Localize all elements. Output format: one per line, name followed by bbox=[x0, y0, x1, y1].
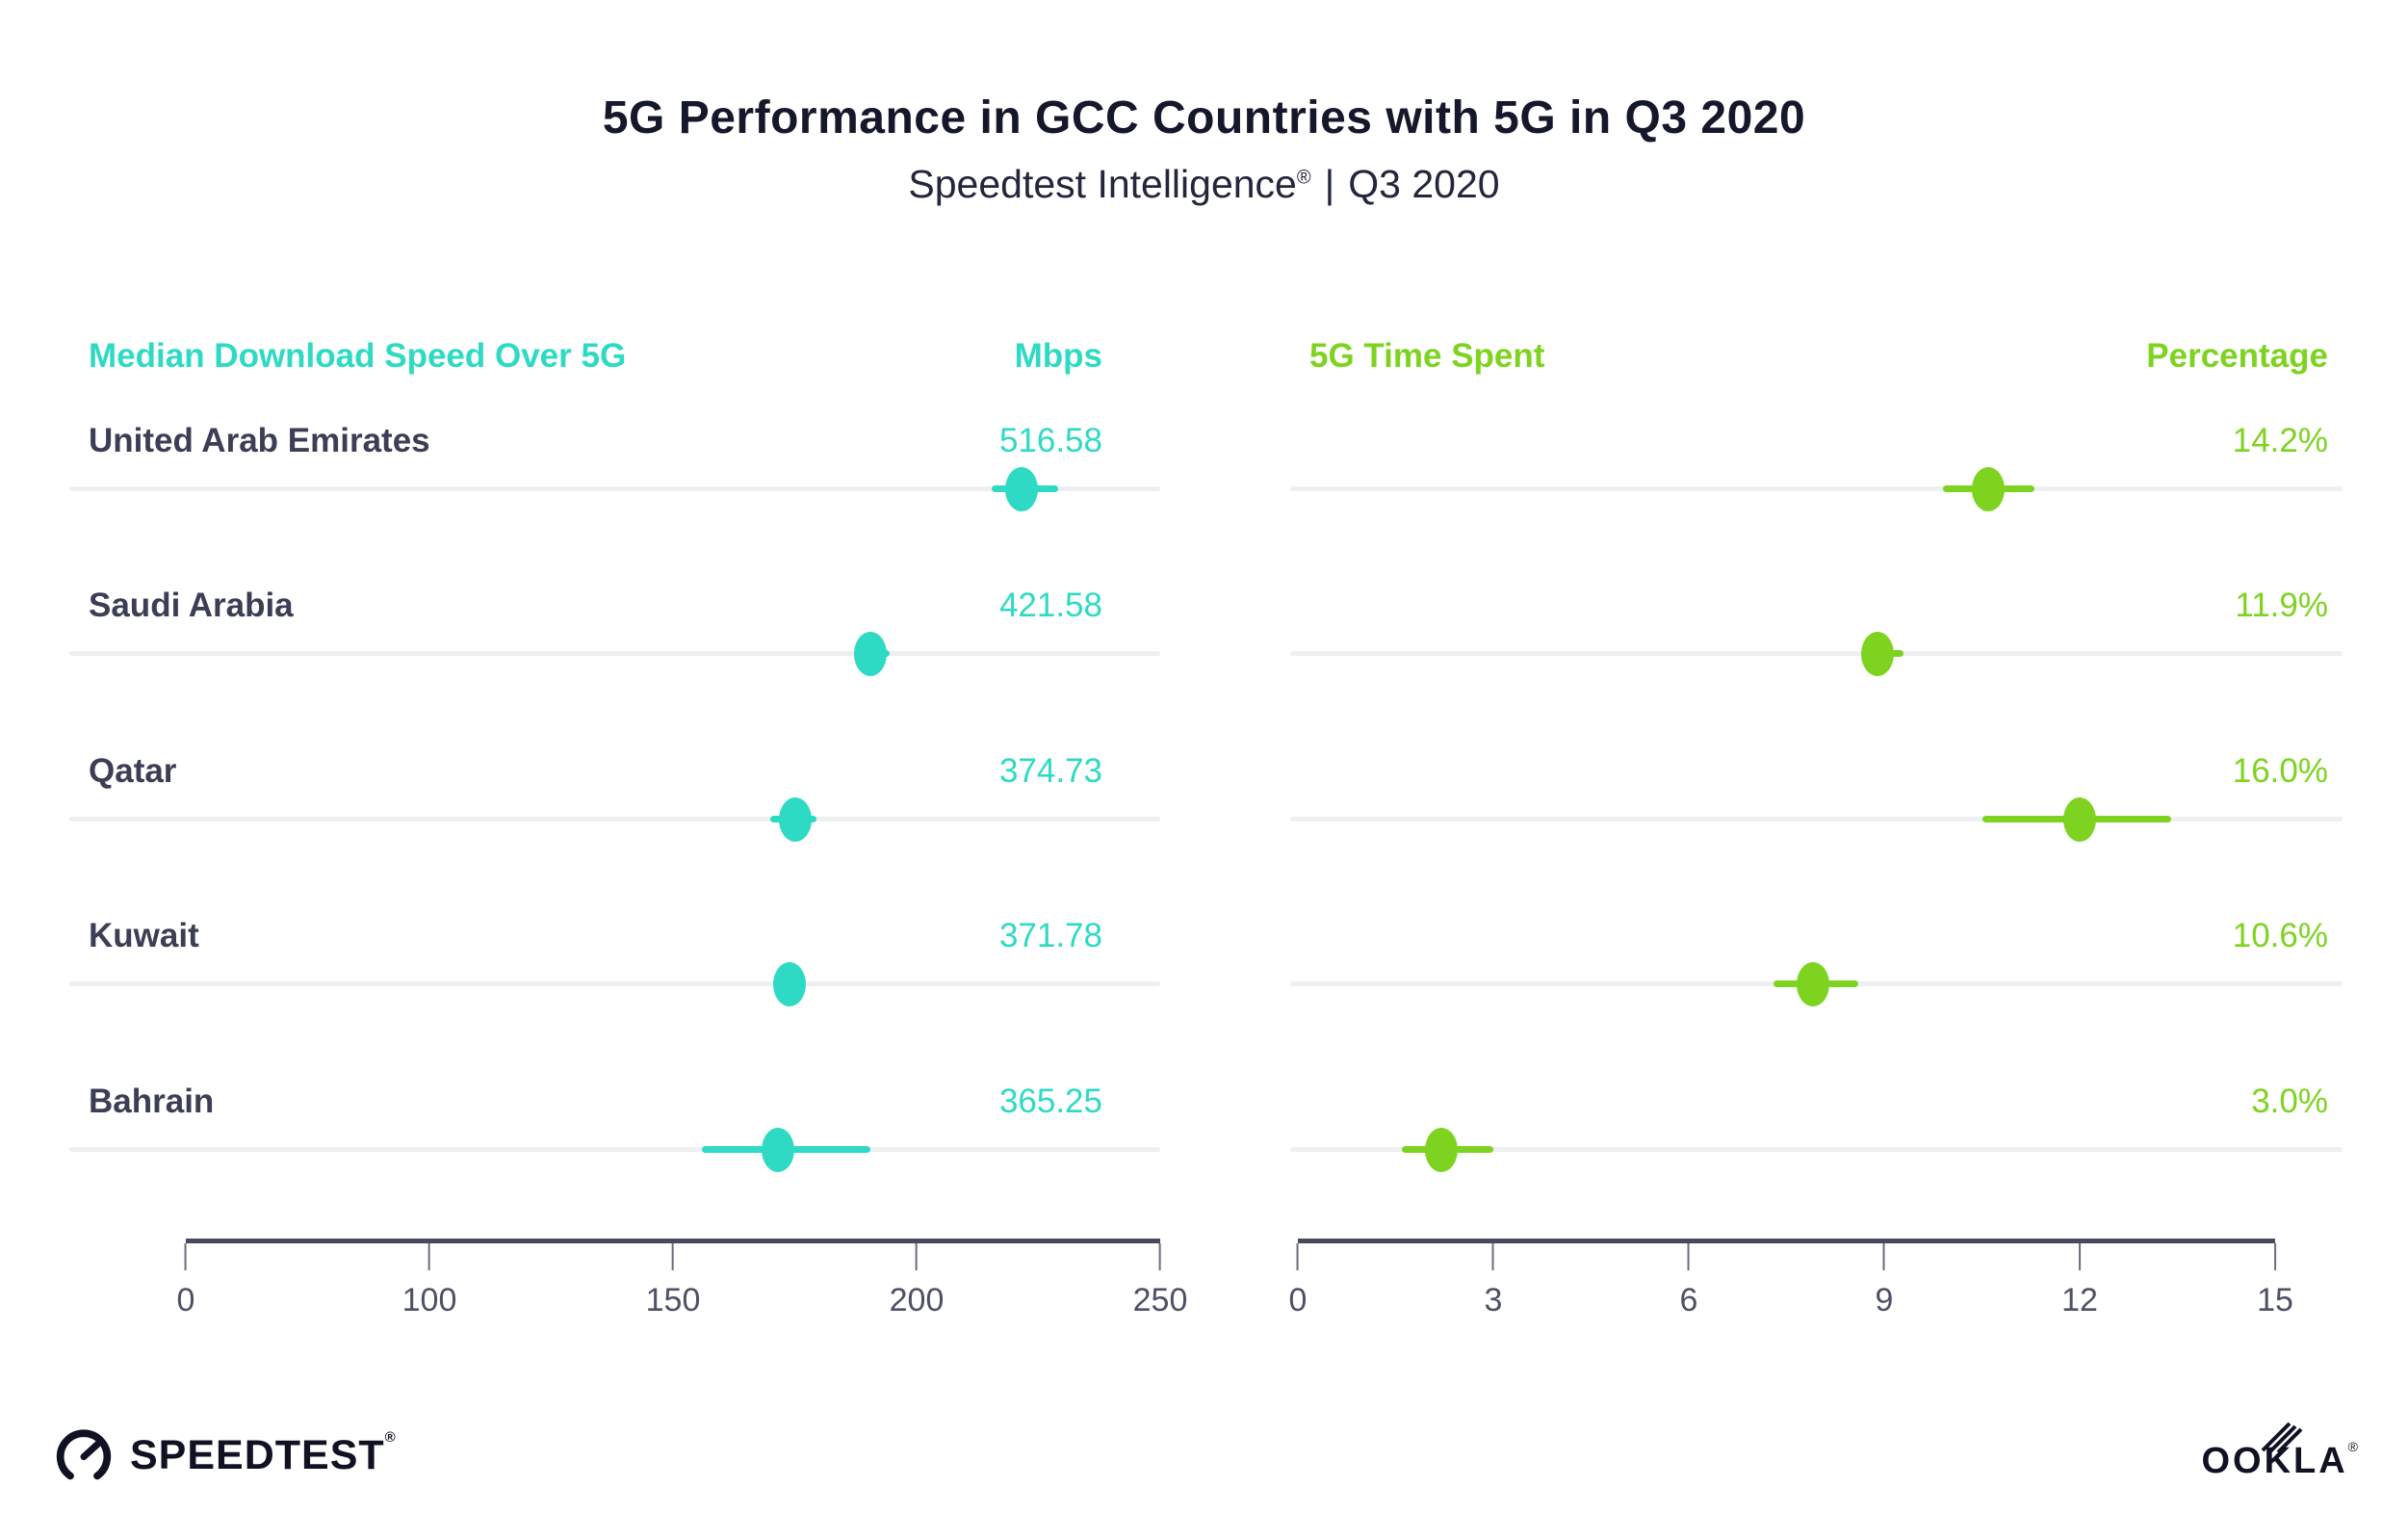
registered-mark: ® bbox=[2347, 1439, 2358, 1454]
data-point-dot bbox=[853, 632, 887, 676]
data-point-dot bbox=[1004, 467, 1038, 511]
country-label: Saudi Arabia bbox=[89, 587, 294, 624]
panel-unit-header: Percentage bbox=[2146, 337, 2328, 375]
row-track bbox=[69, 981, 1160, 986]
axis-tick: 150 bbox=[646, 1239, 700, 1319]
data-point-dot bbox=[1861, 632, 1895, 676]
speedtest-wordmark: SPEEDTEST® bbox=[130, 1429, 397, 1478]
value-label: 516.58 bbox=[998, 422, 1102, 459]
panel-download-speed: Median Download Speed Over 5G Mbps Unite… bbox=[69, 337, 1187, 1344]
panel-header: 5G Time Spent Percentage bbox=[1290, 337, 2343, 376]
chart-row: Qatar 374.73 bbox=[69, 749, 1160, 879]
value-label: 3.0% bbox=[2251, 1083, 2328, 1120]
axis-tick: 250 bbox=[1133, 1239, 1187, 1319]
value-label: 365.25 bbox=[998, 1083, 1102, 1120]
row-track bbox=[1290, 651, 2343, 656]
chart-row: Kuwait 371.78 bbox=[69, 914, 1160, 1044]
row-track bbox=[69, 817, 1160, 822]
row-track bbox=[69, 651, 1160, 656]
country-label: Kuwait bbox=[89, 917, 199, 954]
chart-row: Bahrain 365.25 bbox=[69, 1080, 1160, 1210]
chart-row: 10.6% bbox=[1290, 914, 2343, 1044]
country-label: Bahrain bbox=[89, 1083, 215, 1120]
data-point-dot bbox=[761, 1128, 794, 1172]
registered-mark: ® bbox=[1296, 167, 1311, 189]
value-label: 14.2% bbox=[2232, 422, 2328, 459]
axis-tick: 15 bbox=[2257, 1239, 2293, 1319]
data-point-dot bbox=[1424, 1128, 1458, 1172]
data-point-dot bbox=[2063, 797, 2096, 842]
data-point-dot bbox=[1796, 962, 1829, 1006]
data-point-dot bbox=[773, 962, 807, 1006]
chart-row: 3.0% bbox=[1290, 1080, 2343, 1210]
data-point-dot bbox=[1972, 467, 2006, 511]
panel-title: 5G Time Spent bbox=[1309, 337, 1545, 375]
subtitle-brand: Speedtest Intelligence bbox=[908, 162, 1297, 206]
country-label: United Arab Emirates bbox=[89, 422, 430, 459]
x-axis: 0 3 6 9 12 15 bbox=[1289, 1239, 2293, 1344]
chart-row: United Arab Emirates 516.58 bbox=[69, 419, 1160, 549]
x-axis: 0 100 150 200 250 bbox=[177, 1239, 1187, 1344]
axis-tick: 6 bbox=[1680, 1239, 1697, 1319]
axis-tick: 12 bbox=[2061, 1239, 2098, 1319]
value-label: 374.73 bbox=[998, 752, 1102, 790]
axis-tick: 0 bbox=[1289, 1239, 1307, 1319]
page-title: 5G Performance in GCC Countries with 5G … bbox=[602, 92, 1806, 144]
ookla-k-stripes-icon bbox=[2262, 1422, 2303, 1452]
speedtest-logo: SPEEDTEST® bbox=[53, 1423, 397, 1485]
row-track bbox=[69, 1147, 1160, 1152]
ookla-logo: OOKLA® bbox=[2201, 1422, 2358, 1482]
chart-row: 16.0% bbox=[1290, 749, 2343, 879]
row-track bbox=[1290, 817, 2343, 822]
subtitle-divider: | bbox=[1324, 162, 1335, 206]
value-label: 10.6% bbox=[2232, 917, 2328, 954]
page-subtitle: Speedtest Intelligence® | Q3 2020 bbox=[0, 162, 2408, 207]
axis-tick: 0 bbox=[177, 1239, 194, 1319]
axis-tick: 9 bbox=[1876, 1239, 1893, 1319]
x-axis-line bbox=[186, 1239, 1160, 1243]
chart-row: Saudi Arabia 421.58 bbox=[69, 584, 1160, 714]
panel-time-spent: 5G Time Spent Percentage 14.2% 11.9% 16.… bbox=[1289, 337, 2343, 1344]
axis-tick: 200 bbox=[890, 1239, 944, 1319]
chart-row: 14.2% bbox=[1290, 419, 2343, 549]
value-label: 11.9% bbox=[2235, 587, 2328, 624]
registered-mark: ® bbox=[384, 1429, 397, 1446]
speedtest-gauge-icon bbox=[56, 1429, 112, 1480]
axis-tick: 100 bbox=[402, 1239, 456, 1319]
row-track bbox=[1290, 1147, 2343, 1152]
panel-header: Median Download Speed Over 5G Mbps bbox=[69, 337, 1160, 376]
value-label: 16.0% bbox=[2232, 752, 2328, 790]
panel-title: Median Download Speed Over 5G bbox=[89, 337, 627, 375]
row-track bbox=[1290, 486, 2343, 491]
panel-unit-header: Mbps bbox=[1014, 337, 1102, 375]
value-label: 421.58 bbox=[998, 587, 1102, 624]
subtitle-period: Q3 2020 bbox=[1348, 162, 1500, 206]
data-point-dot bbox=[778, 797, 812, 842]
axis-tick: 3 bbox=[1485, 1239, 1502, 1319]
row-track bbox=[69, 486, 1160, 491]
country-label: Qatar bbox=[89, 752, 177, 790]
chart-row: 11.9% bbox=[1290, 584, 2343, 714]
value-label: 371.78 bbox=[998, 917, 1102, 954]
x-axis-line bbox=[1298, 1239, 2275, 1243]
